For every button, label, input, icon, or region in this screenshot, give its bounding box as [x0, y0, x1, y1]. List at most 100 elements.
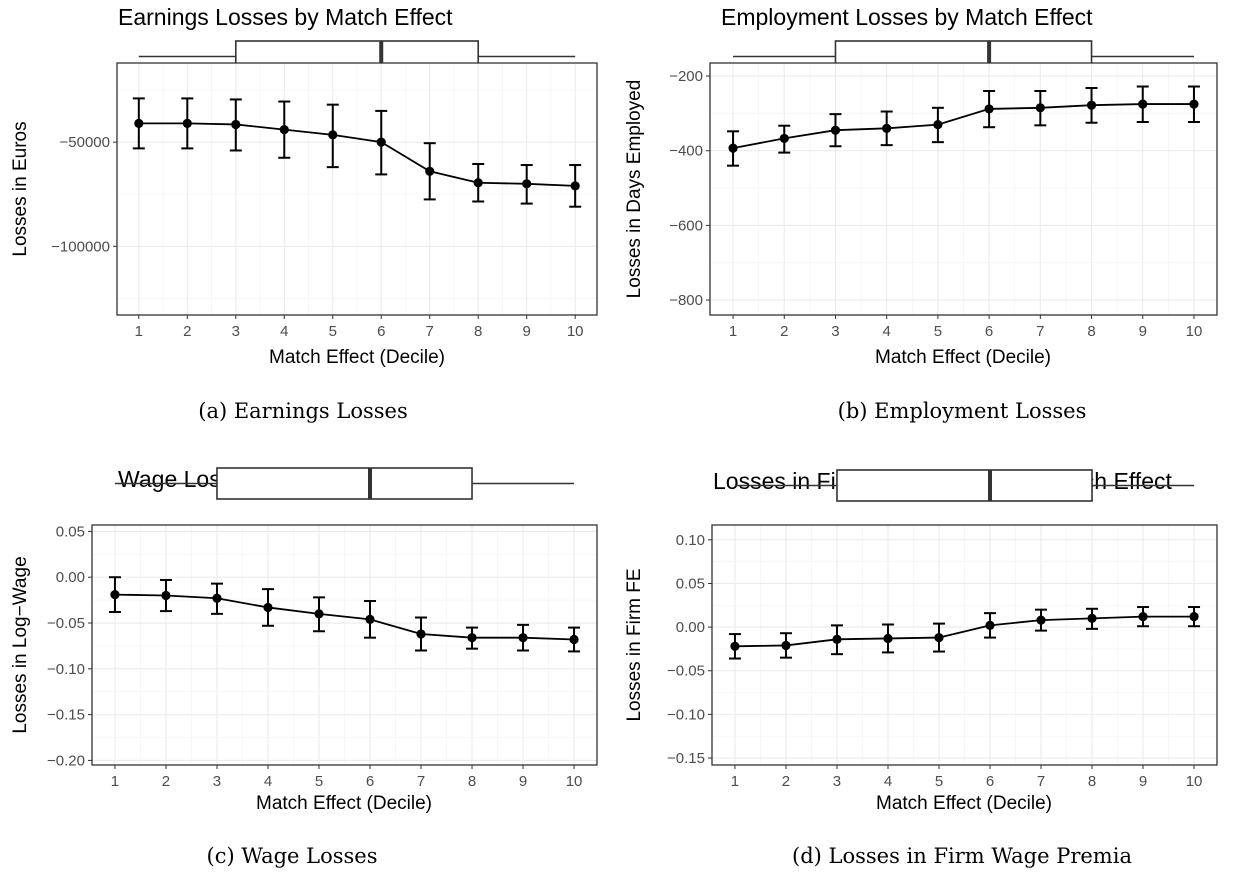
data-point [933, 120, 943, 130]
gridlines [712, 525, 1217, 765]
x-tick-label: 10 [566, 773, 583, 790]
chart-panel-1: Earnings Losses by Match Effect −50000 −10… [10, 4, 598, 423]
y-tick-label: −50000 [60, 134, 110, 151]
y-tick-label: 0.10 [676, 532, 705, 549]
series-1 [728, 606, 1201, 660]
x-tick-label: 10 [1186, 323, 1203, 340]
y-tick-label: −0.10 [47, 661, 85, 678]
data-point [570, 181, 580, 191]
x-tick-label: 8 [468, 773, 476, 790]
y-tick-label: 0.00 [56, 569, 85, 586]
data-point [1035, 103, 1045, 113]
y-axis-title: Losses in Firm FE [624, 568, 645, 721]
y-tick-label: −0.15 [667, 750, 705, 767]
x-tick-label: 8 [1088, 773, 1096, 790]
series-1 [108, 576, 581, 653]
data-point [730, 641, 740, 651]
data-point [984, 104, 994, 114]
x-tick-label: 3 [213, 773, 221, 790]
data-point [985, 620, 995, 630]
x-tick-label: 7 [1037, 773, 1045, 790]
y-tick-label: −400 [669, 143, 703, 160]
data-point [473, 178, 483, 188]
x-tick-label: 9 [1139, 773, 1147, 790]
x-tick-label: 4 [884, 773, 892, 790]
data-point [263, 602, 273, 613]
data-point [781, 640, 791, 651]
chart-panel-2: Employment Losses by Match Effect −200 −40… [624, 4, 1218, 423]
x-tick-label: 8 [1087, 323, 1095, 340]
series-1 [727, 85, 1200, 167]
x-tick-label: 6 [366, 773, 374, 790]
data-point [376, 137, 386, 147]
data-point [522, 179, 532, 189]
x-tick-label: 3 [833, 773, 841, 790]
x-tick-label: 9 [519, 773, 527, 790]
chart-title: Earnings Losses by Match Effect [118, 4, 453, 30]
x-tick-label: 5 [934, 323, 942, 340]
chart-title: Employment Losses by Match Effect [721, 4, 1093, 30]
data-point [1189, 99, 1199, 109]
data-point [779, 133, 789, 144]
x-tick-label: 1 [111, 773, 119, 790]
data-point [1087, 613, 1097, 623]
x-tick-label: 4 [883, 323, 891, 340]
x-axis-title: Match Effect (Decile) [269, 347, 445, 368]
y-tick-label: 0.05 [56, 523, 85, 540]
y-tick-label: −0.05 [47, 615, 85, 632]
y-tick-label: −0.20 [47, 752, 85, 769]
data-point [934, 632, 944, 643]
x-tick-label: 1 [729, 323, 737, 340]
data-point [425, 166, 435, 176]
data-point [832, 634, 842, 644]
gridlines [710, 63, 1217, 315]
data-point [518, 633, 528, 643]
y-tick-label: −100000 [51, 238, 110, 255]
data-point [161, 590, 171, 601]
data-point [1189, 612, 1199, 622]
x-tick-label: 1 [731, 773, 739, 790]
x-tick-label: 6 [985, 323, 993, 340]
x-axis-title: Match Effect (Decile) [875, 347, 1051, 368]
data-point [279, 125, 289, 135]
data-point [883, 633, 893, 644]
data-point [882, 123, 892, 133]
series-line [114, 593, 575, 641]
series-1 [132, 97, 582, 208]
y-tick-label: −0.05 [667, 663, 705, 680]
boxplot-box [836, 469, 1093, 502]
x-tick-label: 2 [162, 773, 170, 790]
y-tick-label: −600 [669, 217, 703, 234]
plot-border [116, 62, 598, 316]
x-tick-label: 4 [264, 773, 272, 790]
series-line [138, 122, 576, 187]
boxplot-box [216, 467, 473, 500]
x-axis-title: Match Effect (Decile) [256, 793, 432, 814]
x-tick-label: 10 [1186, 773, 1203, 790]
x-tick-label: 3 [831, 323, 839, 340]
plot-border [709, 62, 1218, 316]
data-point [467, 633, 477, 643]
x-tick-label: 8 [474, 323, 482, 340]
figure-caption: (c) Wage Losses [207, 844, 378, 868]
figure-caption: (d) Losses in Firm Wage Premia [792, 844, 1132, 868]
data-point [728, 143, 738, 153]
y-tick-label: 0.05 [676, 575, 705, 592]
data-point [1138, 99, 1148, 109]
y-tick-label: −0.10 [667, 706, 705, 723]
y-axis-title: Losses in Days Employed [624, 80, 645, 299]
y-axis-title: Losses in Log−Wage [10, 556, 31, 733]
x-tick-label: 2 [782, 773, 790, 790]
data-point [365, 614, 375, 624]
data-point [1138, 612, 1148, 622]
figure-caption: (b) Employment Losses [838, 399, 1087, 423]
x-tick-label: 5 [935, 773, 943, 790]
y-tick-label: −0.15 [47, 707, 85, 724]
data-point [569, 634, 579, 645]
plot-border [711, 524, 1218, 766]
y-tick-label: 0.00 [676, 619, 705, 636]
chart-panel-4: Losses in Firm Wage Premia by Match Effe… [624, 468, 1218, 868]
data-point [110, 590, 120, 600]
data-point [314, 609, 324, 619]
